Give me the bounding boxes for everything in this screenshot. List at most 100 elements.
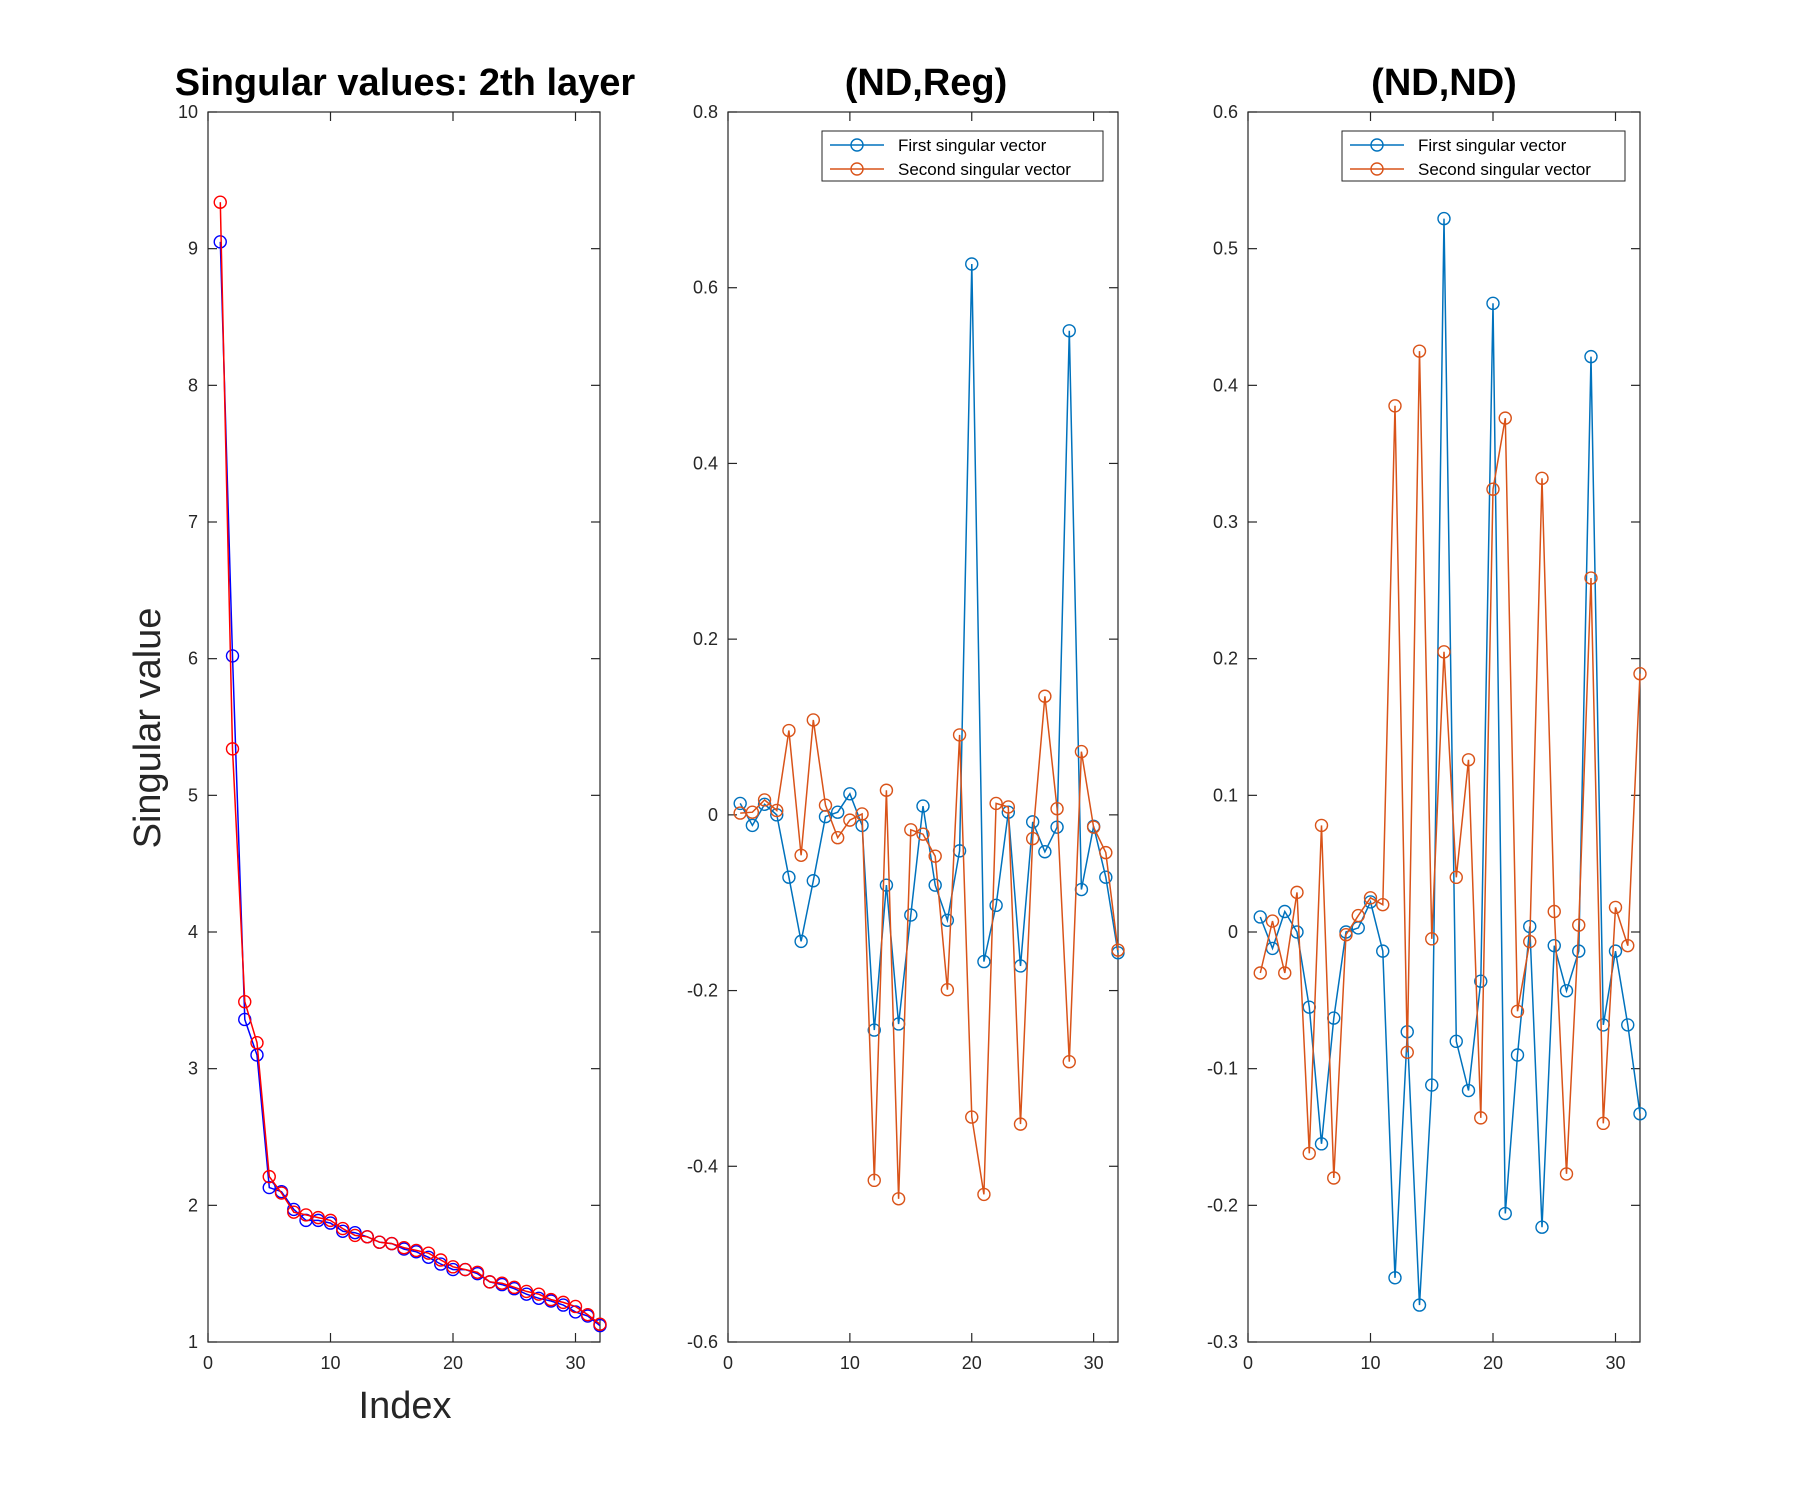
data-point [1437, 211, 1451, 226]
data-point [1596, 1116, 1610, 1131]
x-tick-label: 30 [1084, 1353, 1104, 1373]
y-tick-label: -0.3 [1207, 1332, 1238, 1352]
data-point [1621, 938, 1635, 953]
data-point [495, 1276, 509, 1290]
data-point [262, 1169, 276, 1184]
data-point [830, 831, 845, 845]
data-point [1376, 944, 1390, 958]
data-point [782, 870, 796, 884]
data-point [1523, 934, 1537, 949]
data-point [1498, 1206, 1512, 1221]
data-point [1572, 944, 1586, 958]
legend-label: Second singular vector [898, 160, 1071, 179]
data-point [1290, 885, 1304, 900]
x-tick-label: 20 [1483, 1353, 1503, 1373]
data-point [977, 1187, 991, 1202]
legend: First singular vector Second singular vec… [1341, 130, 1626, 182]
y-tick-label: 7 [188, 512, 198, 532]
x-tick-label: 10 [320, 1353, 340, 1373]
data-point [1608, 900, 1623, 915]
data-point [397, 1240, 411, 1255]
y-tick-label: 4 [188, 922, 198, 942]
data-point [1547, 904, 1561, 919]
y-tick-label: 0.1 [1213, 785, 1238, 805]
data-point [965, 257, 979, 271]
data-point [1001, 800, 1016, 814]
data-point [1608, 944, 1623, 958]
data-point [593, 1317, 607, 1331]
y-tick-label: -0.4 [687, 1156, 718, 1176]
data-point [1363, 891, 1378, 905]
data-point [1449, 1034, 1463, 1049]
data-point [952, 728, 967, 742]
data-point [1013, 1117, 1028, 1131]
data-point [581, 1307, 595, 1322]
nd-reg-plot: (ND,Reg) 0 10 20 30 -0.6 -0.4 -0.2 0 0.2 0.4 0.6 0.… [687, 62, 1125, 1373]
nd-nd-plot: (ND,ND) 0 10 20 30 -0.3 -0.2 -0.1 0 0.1 0.2 0.3 0.4… [1207, 62, 1647, 1373]
legend-box [1341, 130, 1626, 182]
x-tick-label: 10 [1360, 1353, 1380, 1373]
data-point [1278, 904, 1292, 919]
data-point [794, 848, 808, 862]
data-point [1038, 845, 1052, 859]
data-point [989, 796, 1003, 811]
data-point [1461, 1083, 1476, 1098]
data-point [916, 799, 930, 813]
data-point [568, 1299, 583, 1314]
data-point [1437, 645, 1451, 659]
data-point [1400, 1045, 1414, 1059]
data-point [818, 798, 833, 812]
data-point [409, 1243, 423, 1258]
plot-frame [1247, 111, 1641, 1343]
data-point [238, 995, 252, 1009]
data-point [867, 1023, 881, 1037]
singular-values-plot: Singular values: 2th layer Index Singula… [127, 62, 635, 1427]
data-point [421, 1246, 436, 1260]
data-point [323, 1213, 338, 1228]
data-point [782, 723, 796, 738]
y-tick-label: 6 [188, 649, 198, 669]
data-point [1062, 324, 1076, 338]
y-tick-label: 0 [708, 805, 718, 825]
data-point [1425, 1078, 1439, 1092]
data-point [879, 878, 894, 892]
x-tick-label: 0 [723, 1353, 733, 1373]
legend: First singular vector Second singular vec… [821, 130, 1104, 182]
plot-title: Singular values: 2th layer [175, 62, 636, 104]
data-point [544, 1292, 558, 1307]
data-point [1584, 349, 1598, 364]
data-point [1535, 471, 1549, 485]
data-point [1339, 928, 1353, 942]
y-tick-label: 2 [188, 1195, 198, 1215]
data-point [794, 934, 808, 949]
data-point [1547, 938, 1561, 953]
x-tick-label: 0 [203, 1353, 213, 1373]
data-point [1074, 744, 1089, 759]
data-point [806, 713, 821, 727]
x-tick-label: 10 [840, 1353, 860, 1373]
data-point [1486, 482, 1500, 496]
y-tick-label: 0.6 [1213, 102, 1238, 122]
y-tick-label: -0.2 [687, 981, 718, 1001]
data-point [213, 235, 227, 249]
data-point [745, 805, 760, 819]
x-tick-label: 0 [1243, 1353, 1253, 1373]
y-tick-label: 0.2 [1213, 649, 1238, 669]
data-point [1572, 918, 1586, 932]
data-point [1038, 689, 1052, 703]
y-tick-label: 0.8 [693, 102, 718, 122]
data-point [1621, 1018, 1635, 1032]
data-point [1510, 1048, 1525, 1062]
legend-marker [850, 138, 864, 152]
data-point [532, 1287, 546, 1301]
data-point [770, 803, 784, 818]
data-point [311, 1210, 325, 1225]
legend-box [821, 130, 1104, 182]
data-point [1510, 1004, 1525, 1018]
data-point [977, 954, 991, 969]
data-point [507, 1280, 521, 1295]
data-point [1559, 1167, 1574, 1181]
series-1 [213, 195, 607, 1331]
data-point [928, 878, 942, 892]
